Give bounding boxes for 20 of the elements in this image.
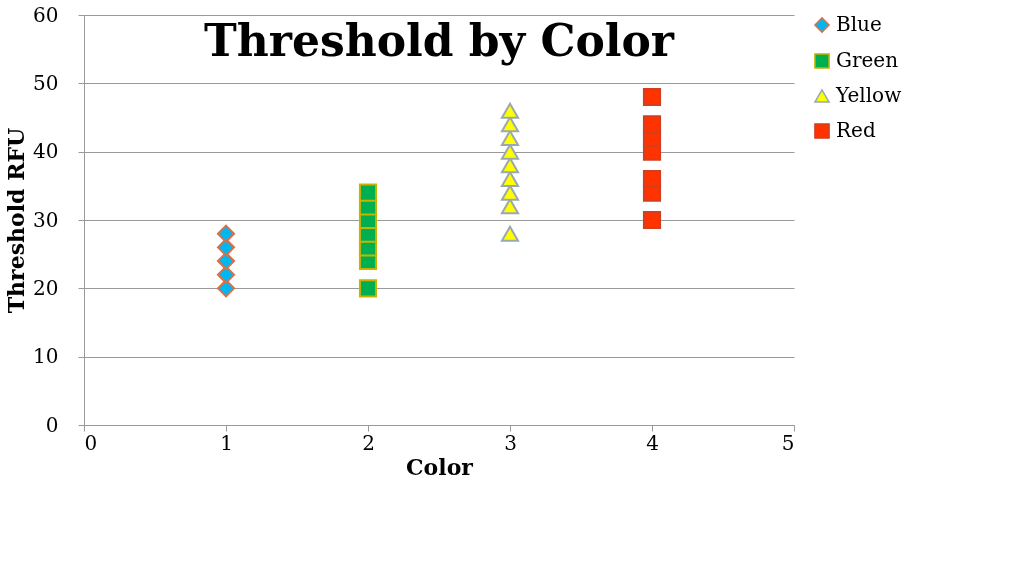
x-tick-label: 4 <box>646 430 659 455</box>
y-tick-label: 40 <box>33 139 59 164</box>
x-tick-label: 2 <box>362 430 375 455</box>
y-tick-label: 0 <box>45 412 59 437</box>
y-axis-title: Threshold RFU <box>3 127 30 314</box>
y-tick-label: 30 <box>33 207 59 232</box>
legend-label: Green <box>836 48 899 72</box>
y-tick-label: 60 <box>33 2 59 27</box>
chart-title: Threshold by Color <box>203 15 675 66</box>
y-tick-label: 50 <box>33 70 59 95</box>
x-tick-label: 3 <box>504 430 517 455</box>
x-tick-label: 1 <box>220 430 233 455</box>
x-axis-title: Color <box>406 453 474 480</box>
x-tick-label: 0 <box>84 430 98 455</box>
legend-label: Blue <box>836 12 882 36</box>
legend-label: Red <box>836 118 876 142</box>
y-tick-label: 20 <box>33 275 59 300</box>
legend-label: Yellow <box>835 83 902 107</box>
y-tick-label: 10 <box>33 344 59 369</box>
x-tick-label: 5 <box>781 430 795 455</box>
